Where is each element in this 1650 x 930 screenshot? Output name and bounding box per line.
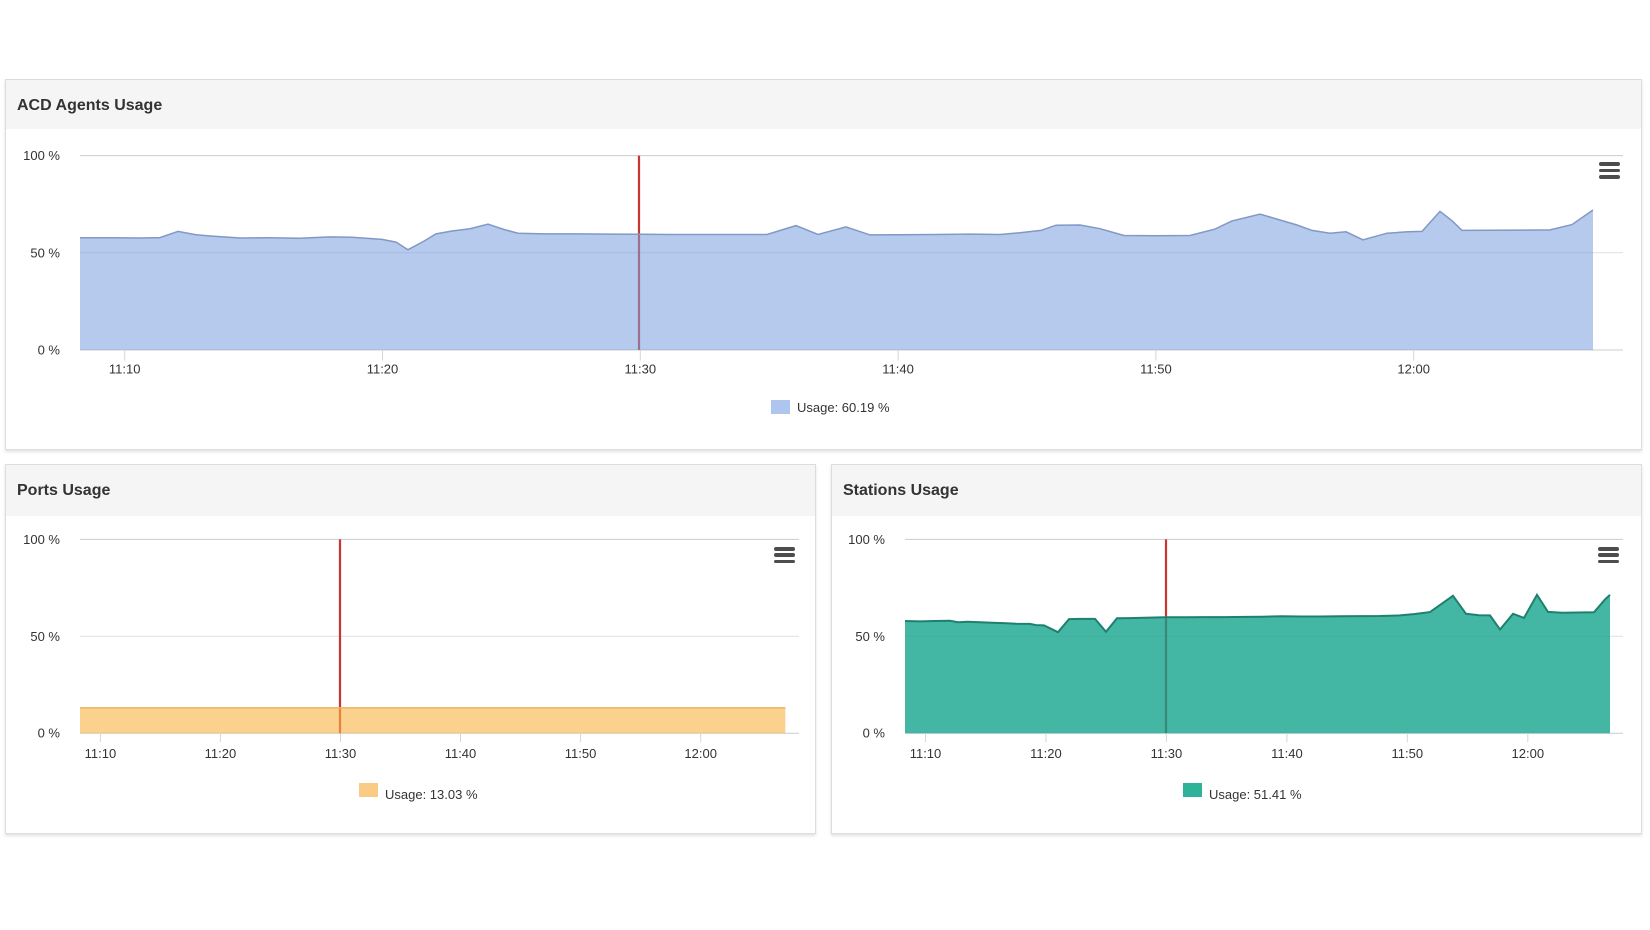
svg-text:11:30: 11:30 bbox=[325, 746, 357, 761]
svg-text:11:20: 11:20 bbox=[205, 746, 237, 761]
svg-text:11:50: 11:50 bbox=[1140, 362, 1172, 377]
svg-text:12:00: 12:00 bbox=[1397, 362, 1430, 377]
svg-text:11:10: 11:10 bbox=[85, 746, 117, 761]
svg-text:50 %: 50 % bbox=[30, 245, 60, 260]
svg-text:100 %: 100 % bbox=[23, 148, 60, 163]
svg-text:100 %: 100 % bbox=[23, 532, 60, 547]
svg-text:11:50: 11:50 bbox=[565, 746, 597, 761]
svg-text:11:10: 11:10 bbox=[910, 746, 942, 761]
svg-text:11:30: 11:30 bbox=[1151, 746, 1183, 761]
svg-text:100 %: 100 % bbox=[848, 532, 885, 547]
svg-text:0 %: 0 % bbox=[38, 726, 61, 741]
svg-text:12:00: 12:00 bbox=[1512, 746, 1545, 761]
svg-text:11:30: 11:30 bbox=[625, 362, 657, 377]
svg-text:12:00: 12:00 bbox=[684, 746, 717, 761]
svg-text:11:10: 11:10 bbox=[109, 362, 141, 377]
svg-text:50 %: 50 % bbox=[30, 629, 60, 644]
svg-text:11:40: 11:40 bbox=[882, 362, 914, 377]
svg-text:11:50: 11:50 bbox=[1392, 746, 1424, 761]
svg-text:11:40: 11:40 bbox=[445, 746, 477, 761]
svg-text:0 %: 0 % bbox=[38, 343, 61, 358]
svg-text:11:20: 11:20 bbox=[367, 362, 399, 377]
svg-text:11:20: 11:20 bbox=[1030, 746, 1062, 761]
svg-text:0 %: 0 % bbox=[863, 726, 886, 741]
svg-text:11:40: 11:40 bbox=[1271, 746, 1303, 761]
svg-text:50 %: 50 % bbox=[855, 629, 885, 644]
